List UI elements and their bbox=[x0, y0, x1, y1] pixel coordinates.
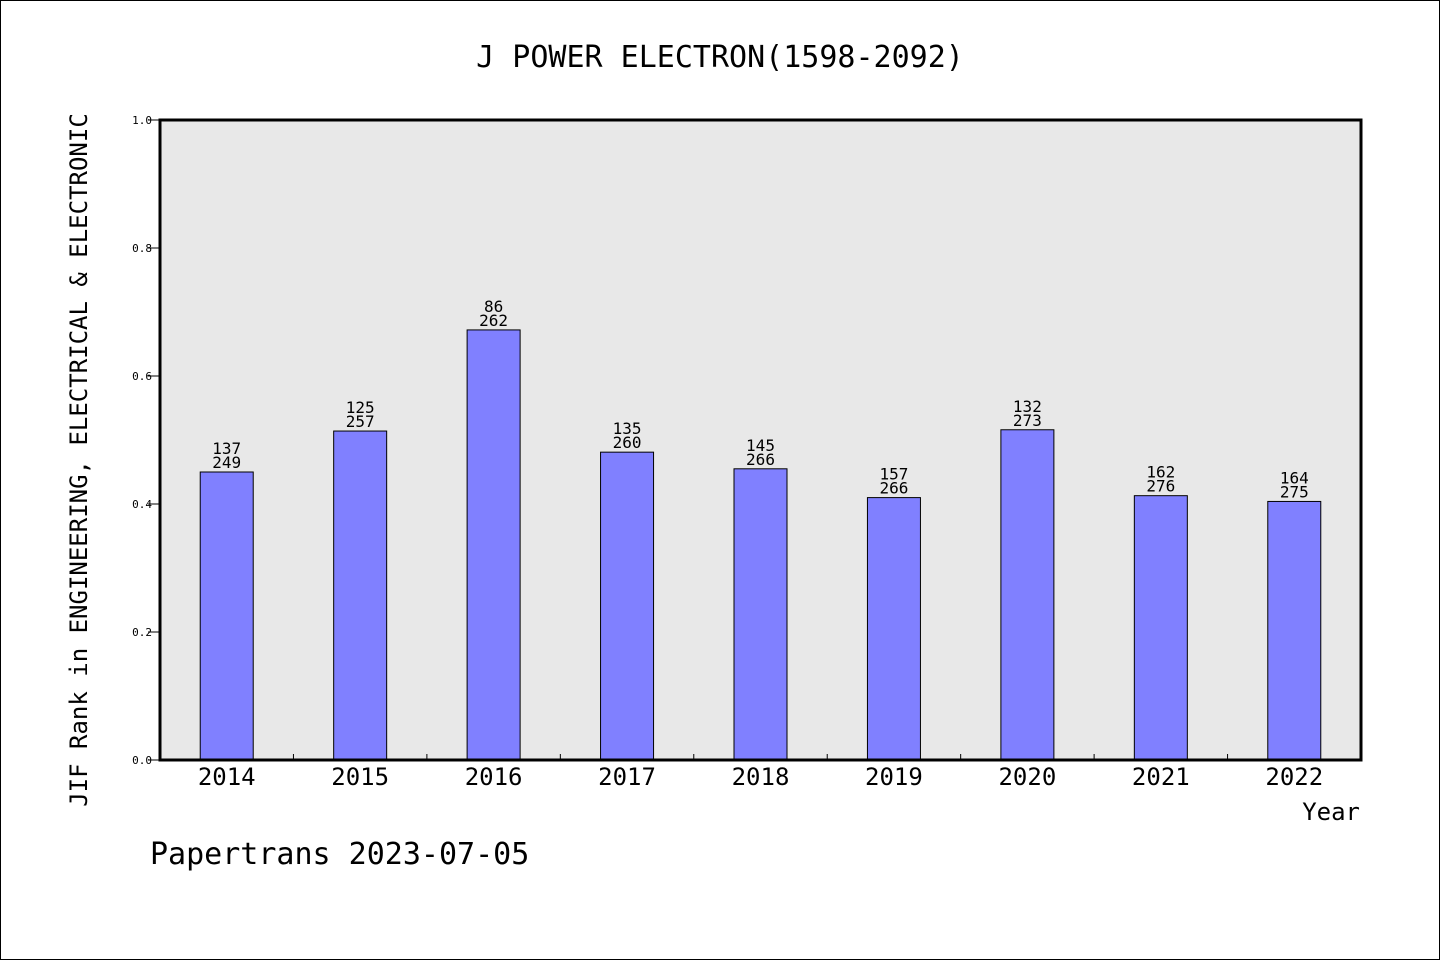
bar-label-bottom: 275 bbox=[1280, 482, 1309, 501]
chart-title: J POWER ELECTRON(1598-2092) bbox=[476, 40, 964, 75]
bar-label-bottom: 260 bbox=[613, 433, 642, 452]
plot-border bbox=[158, 118, 1363, 762]
x-tick-label: 2016 bbox=[465, 763, 523, 791]
bar-label-top: 157 bbox=[879, 465, 908, 484]
y-axis-label: JIF Rank in ENGINEERING, ELECTRICAL & EL… bbox=[65, 113, 93, 807]
bar bbox=[1267, 500, 1322, 761]
bar-label-bottom: 257 bbox=[346, 412, 375, 431]
y-tick-label: 0.2 bbox=[132, 626, 152, 639]
y-tick-label: 0.8 bbox=[132, 242, 152, 255]
bar-label-top: 137 bbox=[212, 439, 241, 458]
bar-label-top: 162 bbox=[1146, 463, 1175, 482]
bar-label-bottom: 276 bbox=[1146, 477, 1175, 496]
y-axis: 0.0 0.2 0.4 0.6 0.8 1.0 bbox=[132, 114, 160, 767]
bar-label-bottom: 249 bbox=[212, 453, 241, 472]
bar bbox=[733, 468, 788, 761]
bar-label-top: 135 bbox=[613, 419, 642, 438]
y-tick-label: 0.6 bbox=[132, 370, 152, 383]
x-tick-label: 2017 bbox=[598, 763, 656, 791]
bar-label-top: 145 bbox=[746, 436, 775, 455]
bar bbox=[1000, 429, 1055, 761]
bar bbox=[1133, 495, 1188, 761]
bar bbox=[333, 430, 388, 761]
bar bbox=[866, 497, 921, 761]
bar-label-top: 125 bbox=[346, 398, 375, 417]
bar-label-top: 132 bbox=[1013, 397, 1042, 416]
x-tick-label: 2019 bbox=[865, 763, 923, 791]
x-tick-label: 2020 bbox=[998, 763, 1056, 791]
bar bbox=[600, 451, 655, 761]
bar-label-bottom: 273 bbox=[1013, 411, 1042, 430]
bar bbox=[466, 329, 521, 761]
x-axis: 2014 2015 2016 2017 2018 2019 2020 2021 2022 bbox=[198, 754, 1323, 791]
bar-label-bottom: 266 bbox=[879, 479, 908, 498]
y-tick-label: 0.4 bbox=[132, 498, 152, 511]
bars bbox=[199, 329, 1322, 761]
bar-label-top: 86 bbox=[484, 297, 503, 316]
x-tick-label: 2014 bbox=[198, 763, 256, 791]
credit-text: Papertrans 2023-07-05 bbox=[150, 837, 529, 872]
bar-label-bottom: 262 bbox=[479, 311, 508, 330]
y-tick-label: 0.0 bbox=[132, 754, 152, 767]
x-tick-label: 2022 bbox=[1265, 763, 1323, 791]
x-tick-label: 2021 bbox=[1132, 763, 1190, 791]
x-tick-label: 2015 bbox=[331, 763, 389, 791]
bar bbox=[199, 471, 254, 761]
bar-label-bottom: 266 bbox=[746, 450, 775, 469]
y-tick-label: 1.0 bbox=[132, 114, 152, 127]
x-axis-label: Year bbox=[1302, 798, 1360, 826]
bar-label-top: 164 bbox=[1280, 468, 1309, 487]
x-tick-label: 2018 bbox=[732, 763, 790, 791]
